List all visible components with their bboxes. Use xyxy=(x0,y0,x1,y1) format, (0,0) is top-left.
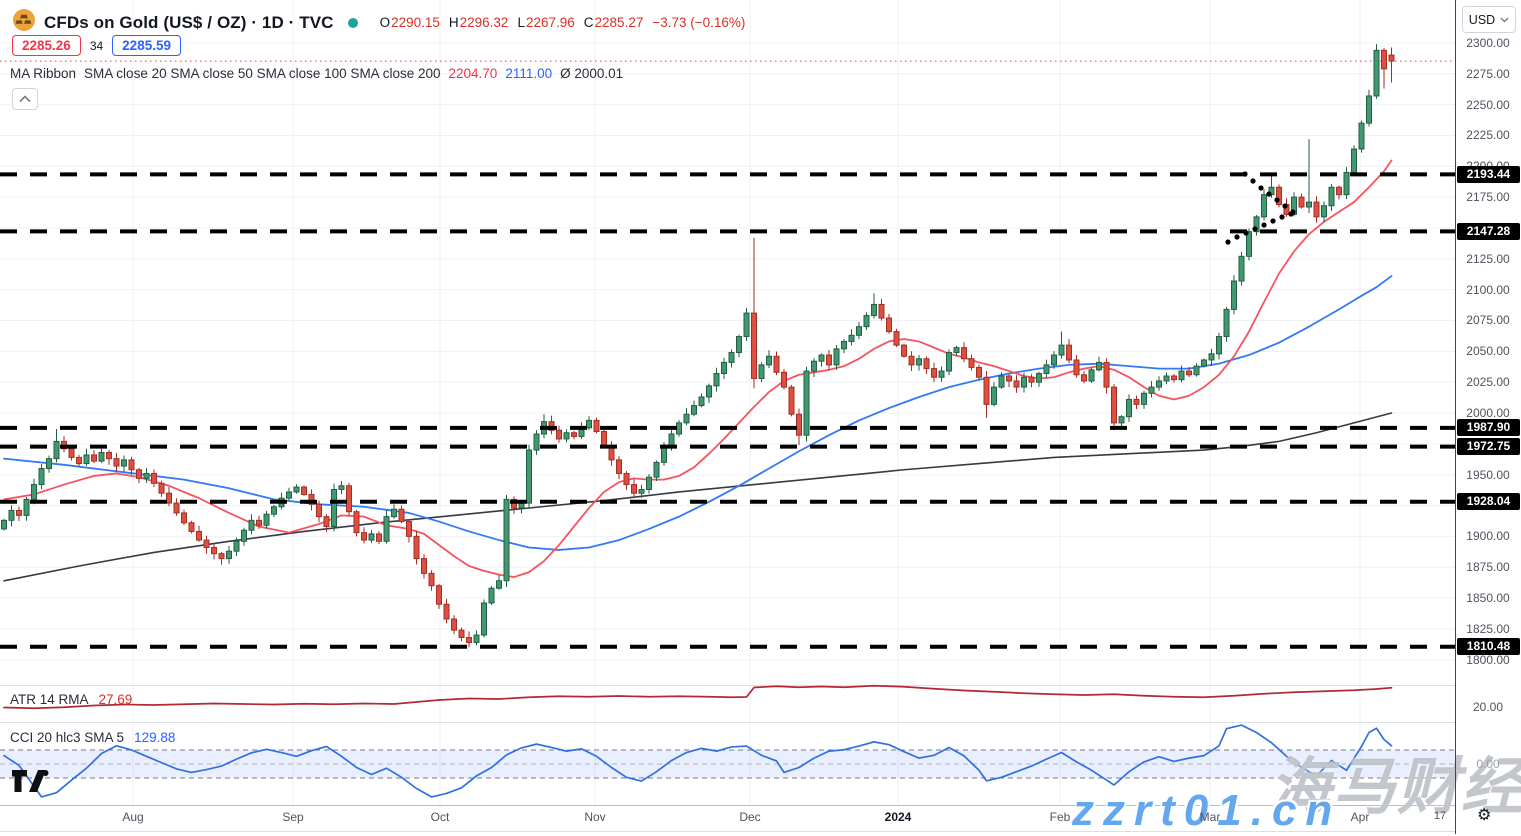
chevron-down-icon xyxy=(1500,17,1509,22)
cci-label: CCI 20 hlc3 SMA 5 xyxy=(10,730,125,745)
price-axis-label: 2100.00 xyxy=(1466,282,1510,297)
sma20-line xyxy=(3,159,1393,578)
atr-line xyxy=(3,684,1393,710)
price-axis-label: 2225.00 xyxy=(1466,128,1510,143)
sell-button[interactable]: 2285.26 xyxy=(12,35,81,56)
symbol-title[interactable]: CFDs on Gold (US$ / OZ) · 1D · TVC xyxy=(44,12,334,32)
timezone-settings-icon[interactable]: ⚙ xyxy=(1477,807,1492,824)
cci-line xyxy=(3,724,1393,798)
time-axis-label: Nov xyxy=(584,810,606,824)
level-price-label: 1928.04 xyxy=(1457,493,1520,511)
watermark-brand: 海马财经 xyxy=(1268,753,1521,822)
spread-value: 34 xyxy=(89,38,104,53)
price-axis-label: 1950.00 xyxy=(1466,467,1510,482)
price-axis-label: 2250.00 xyxy=(1466,97,1510,112)
tradingview-logo-icon[interactable] xyxy=(12,770,49,798)
time-axis-label: Sep xyxy=(282,810,304,824)
time-axis-label: Feb xyxy=(1049,810,1071,824)
atr-value: 27.69 xyxy=(98,692,133,707)
price-axis-label: 1825.00 xyxy=(1466,621,1510,636)
price-axis-label: 2125.00 xyxy=(1466,251,1510,266)
ohlc-values: O2290.15 H2296.32 L2267.96 C2285.27 −3.7… xyxy=(379,15,746,30)
price-axis-label: 2050.00 xyxy=(1466,344,1510,359)
time-axis-label: Apr xyxy=(1350,810,1370,824)
time-axis-label: Aug xyxy=(122,810,144,824)
time-axis[interactable]: Aug Sep Oct Nov Dec 2024 Feb Mar Apr 17 xyxy=(0,806,1455,832)
time-axis-label: 17 xyxy=(1433,810,1447,822)
price-axis[interactable]: USD 2300.002275.002250.002225.002200.002… xyxy=(1455,0,1521,834)
cci-value: 129.88 xyxy=(134,730,176,745)
atr-axis-label: 20.00 xyxy=(1472,700,1504,714)
panel-separators xyxy=(0,685,1455,832)
level-price-label: 1987.90 xyxy=(1457,419,1520,437)
sma200-line xyxy=(3,412,1393,582)
pennant-dots xyxy=(1225,171,1296,245)
currency-selector[interactable]: USD xyxy=(1462,6,1516,33)
sma100-value: 2111.00 xyxy=(505,66,553,81)
price-axis-label: 1800.00 xyxy=(1466,652,1510,667)
cci-legend[interactable]: CCI 20 hlc3 SMA 5 129.88 xyxy=(10,730,175,745)
currency-label: USD xyxy=(1468,12,1496,27)
gold-coin-icon xyxy=(12,8,36,37)
level-price-label: 2147.28 xyxy=(1457,222,1520,240)
time-axis-label: 2024 xyxy=(884,810,912,824)
watermark-site: zzrt01.cn xyxy=(1072,786,1342,835)
price-axis-label: 2300.00 xyxy=(1466,35,1510,50)
price-axis-label: 2175.00 xyxy=(1466,190,1510,205)
price-axis-label: 2275.00 xyxy=(1466,66,1510,81)
level-price-label: 1972.75 xyxy=(1457,438,1520,456)
price-axis-label: 2000.00 xyxy=(1466,406,1510,420)
grid-lines xyxy=(0,0,1455,805)
sma20-value: 2204.70 xyxy=(448,66,498,81)
market-status-icon[interactable] xyxy=(347,17,358,28)
time-axis-label: Mar xyxy=(1199,810,1221,824)
atr-legend[interactable]: ATR 14 RMA 27.69 xyxy=(10,692,132,707)
ma-ribbon-legend[interactable]: MA Ribbon SMA close 20 SMA close 50 SMA … xyxy=(10,66,623,81)
price-axis-label: 2025.00 xyxy=(1466,375,1510,390)
support-resistance-lines xyxy=(0,172,1455,649)
price-axis-label: 1900.00 xyxy=(1466,529,1510,544)
chart-canvas[interactable] xyxy=(0,0,1455,834)
cci-band xyxy=(0,749,1455,779)
symbol-header: CFDs on Gold (US$ / OZ) · 1D · TVC O2290… xyxy=(12,8,745,37)
level-price-label: 1810.48 xyxy=(1457,638,1520,656)
ma-ribbon-params: SMA close 20 SMA close 50 SMA close 100 … xyxy=(84,66,441,81)
price-axis-label: 1875.00 xyxy=(1466,560,1510,575)
time-axis-label: Dec xyxy=(739,810,761,824)
change-value: −3.73 (−0.16%) xyxy=(652,15,746,30)
cci-axis-label: 0.00 xyxy=(1476,757,1500,771)
level-price-label: 2193.44 xyxy=(1457,165,1520,183)
quote-row: 2285.26 34 2285.59 xyxy=(12,35,181,56)
collapse-legend-button[interactable] xyxy=(12,88,38,110)
sma-average-value: Ø 2000.01 xyxy=(560,66,624,81)
buy-button[interactable]: 2285.59 xyxy=(112,35,181,56)
price-axis-label: 2075.00 xyxy=(1466,313,1510,328)
price-axis-label: 1850.00 xyxy=(1466,591,1510,606)
chevron-up-icon xyxy=(19,95,31,103)
time-axis-label: Oct xyxy=(430,810,450,824)
atr-label: ATR 14 RMA xyxy=(10,692,89,707)
sma100-line xyxy=(3,275,1393,551)
candles-layer xyxy=(1,44,1395,648)
ma-ribbon-title: MA Ribbon xyxy=(10,66,77,81)
